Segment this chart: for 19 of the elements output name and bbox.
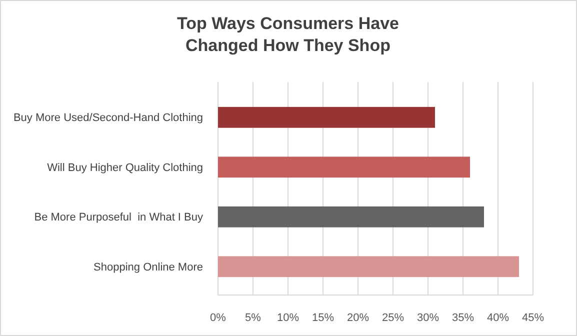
x-tick-label: 20% [346,312,370,324]
x-tick-label: 25% [382,312,404,324]
x-tick-label: 45% [522,312,544,324]
x-tick-label: 15% [312,312,334,324]
y-tick-label: Will Buy Higher Quality Clothing [47,162,203,174]
x-tick-label: 35% [452,312,474,324]
bar [218,206,484,228]
x-tick-label: 10% [276,312,300,324]
y-tick-label: Buy More Used/Second-Hand Clothing [13,112,203,124]
y-tick-label: Be More Purposeful in What I Buy [34,212,204,224]
x-tick-label: 5% [245,312,262,324]
x-tick-label: 30% [416,312,440,324]
x-tick-label: 40% [486,312,510,324]
chart-title: Top Ways Consumers Have Changed How They Shop [176,14,400,55]
bar [218,106,435,128]
x-tick-label: 0% [210,312,226,324]
bar [218,256,519,278]
bar [218,156,470,178]
y-tick-label: Shopping Online More [94,261,203,274]
